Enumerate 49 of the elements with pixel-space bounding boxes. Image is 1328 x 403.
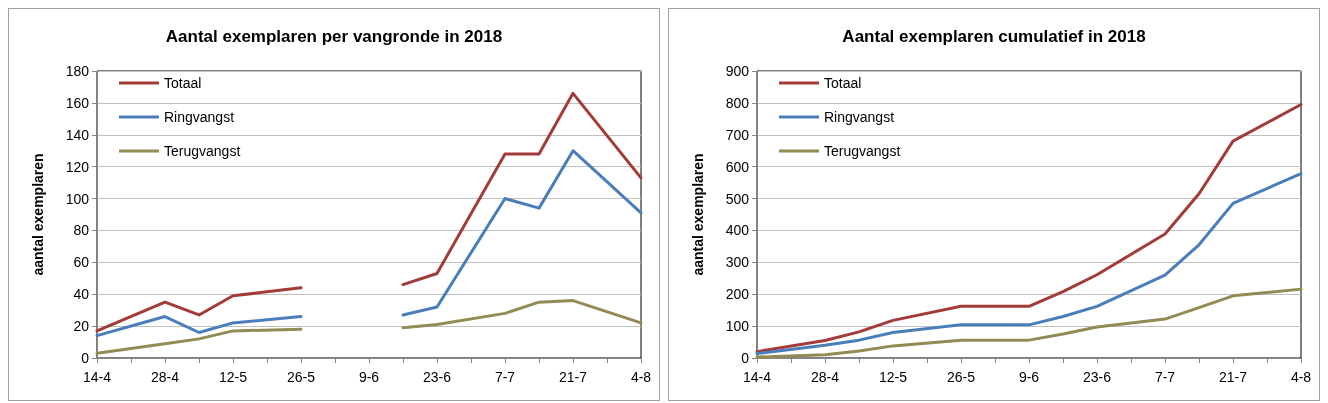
y-tick-label: 140 (65, 126, 90, 143)
x-tick-label: 23-6 (1082, 369, 1112, 385)
x-tick-label: 21-7 (558, 369, 588, 385)
x-tick-label: 4-8 (630, 369, 652, 385)
y-tick-label: 900 (725, 63, 750, 79)
x-tick-label: 12-5 (218, 369, 248, 385)
legend-label: Terugvangst (164, 143, 241, 159)
y-tick-label: 500 (725, 190, 750, 207)
x-tick-label: 9-6 (1018, 369, 1040, 385)
chart-title: Aantal exemplaren cumulatief in 2018 (842, 27, 1146, 46)
y-tick-label: 60 (73, 254, 90, 271)
y-tick-label: 80 (73, 222, 90, 239)
y-tick-label: 0 (741, 350, 750, 366)
x-tick-label: 4-8 (1290, 369, 1312, 385)
x-tick-label: 26-5 (946, 369, 976, 385)
y-tick-label: 0 (81, 350, 90, 366)
legend-label: Ringvangst (164, 109, 235, 125)
legend-label: Totaal (824, 75, 862, 91)
y-tick-label: 600 (725, 158, 750, 175)
legend-label: Ringvangst (824, 109, 895, 125)
y-tick-label: 100 (65, 190, 90, 207)
y-tick-label: 120 (65, 158, 90, 175)
chart-title: Aantal exemplaren per vangronde in 2018 (165, 27, 503, 46)
x-tick-label: 7-7 (494, 369, 516, 385)
x-tick-label: 28-4 (150, 369, 180, 385)
y-axis-title: aantal exemplaren (30, 153, 46, 276)
line-series (755, 102, 1303, 354)
y-axis-title: aantal exemplaren (690, 153, 706, 276)
x-tick-label: 7-7 (1154, 369, 1176, 385)
y-tick-label: 180 (65, 63, 90, 79)
y-tick-label: 200 (725, 286, 750, 303)
x-tick-label: 28-4 (810, 369, 840, 385)
y-tick-label: 300 (725, 254, 750, 271)
x-tick-label: 14-4 (82, 369, 112, 385)
y-tick-label: 700 (725, 126, 750, 143)
x-tick-label: 9-6 (358, 369, 380, 385)
legend-label: Terugvangst (824, 143, 901, 159)
y-tick-label: 100 (725, 318, 750, 335)
x-tick-label: 23-6 (422, 369, 452, 385)
y-tick-label: 20 (73, 318, 90, 335)
y-tick-label: 40 (73, 286, 90, 303)
x-tick-label: 26-5 (286, 369, 316, 385)
x-tick-label: 14-4 (742, 369, 772, 385)
x-tick-label: 12-5 (878, 369, 908, 385)
y-tick-label: 800 (725, 94, 750, 111)
y-tick-label: 160 (65, 94, 90, 111)
y-tick-label: 400 (725, 222, 750, 239)
x-tick-label: 21-7 (1218, 369, 1248, 385)
legend-label: Totaal (164, 75, 202, 91)
